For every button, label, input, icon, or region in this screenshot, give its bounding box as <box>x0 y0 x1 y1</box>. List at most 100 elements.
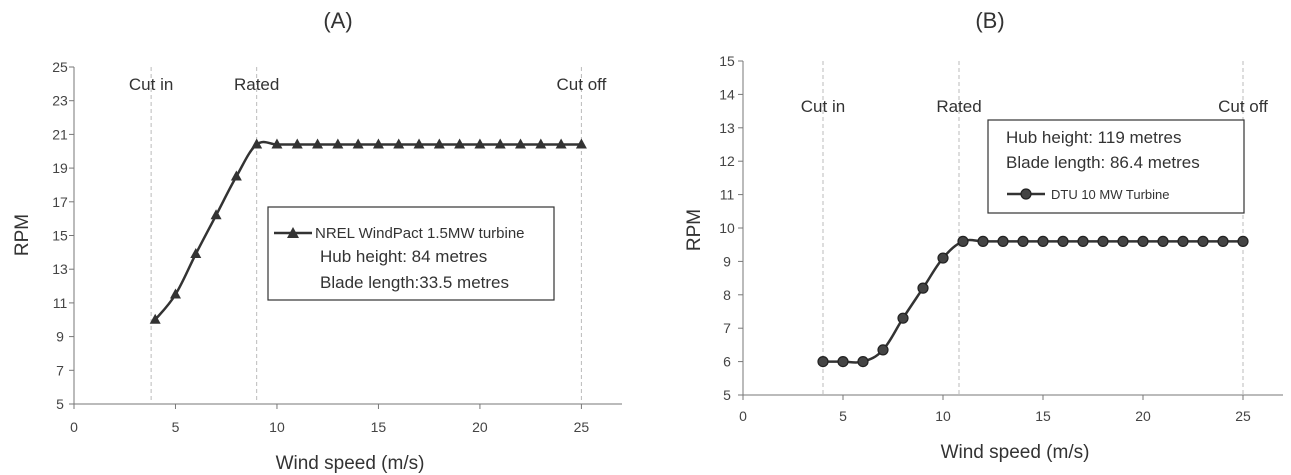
panel-a-point-0 <box>149 313 161 324</box>
panel-a-xtick-label: 20 <box>472 419 488 435</box>
panel-b-ytick-label: 9 <box>723 253 731 269</box>
panel-b-point-11 <box>1037 235 1049 247</box>
panel-b-ytick-label: 12 <box>719 153 735 169</box>
panel-b-vlines: Cut in Rated Cut off <box>801 61 1268 395</box>
panel-a-ytick-label: 21 <box>52 126 68 142</box>
panel-a-point-3 <box>210 209 222 220</box>
panel-a-series <box>149 138 587 324</box>
panel-b-legend-box <box>987 119 1245 214</box>
panel-a-xtick-label: 25 <box>574 419 590 435</box>
panel-a-point-13 <box>413 138 425 149</box>
panel-a-point-12 <box>393 138 405 149</box>
panel-a-legend-note-blade: Blade length:33.5 metres <box>320 273 509 292</box>
panel-a-point-20 <box>555 138 567 149</box>
panel-a-ytick-label: 19 <box>52 160 68 176</box>
panel-b-point-14 <box>1097 235 1109 247</box>
panel-a-point-5 <box>251 138 263 149</box>
panel-a-vline-label-0: Cut in <box>129 75 173 94</box>
panel-b-point-12 <box>1057 235 1069 247</box>
panel-a-legend-triangle-icon <box>287 227 299 238</box>
panel-b-point-15 <box>1117 235 1129 247</box>
panel-b-point-6 <box>937 252 949 264</box>
panel-a-xtick-label: 15 <box>371 419 387 435</box>
panel-a-point-9 <box>332 138 344 149</box>
panel-a-ytick-label: 23 <box>52 93 68 109</box>
panel-b-ytick-label: 6 <box>723 354 731 370</box>
panel-b-legend-note-blade: Blade length: 86.4 metres <box>1006 153 1200 172</box>
panel-a-xtick-label: 0 <box>70 419 78 435</box>
panel-b-point-13 <box>1077 235 1089 247</box>
panel-a-point-2 <box>190 248 202 259</box>
panel-b-title: (B) <box>975 8 1004 33</box>
panel-a-legend-note-hub: Hub height: 84 metres <box>320 247 487 266</box>
chart-panel-b: (B) Cut in Rated Cut off 5 6 7 8 9 10 11 12 13 14 15… <box>684 8 1283 463</box>
panel-a-point-6 <box>271 138 283 149</box>
panel-b-point-4 <box>897 312 909 324</box>
panel-b-series <box>817 235 1249 368</box>
panel-b-legend-series-label: DTU 10 MW Turbine <box>1051 187 1169 202</box>
panel-b-xtick-label: 5 <box>839 408 847 424</box>
panel-a-ytick-label: 5 <box>56 396 64 412</box>
panel-b-ytick-label: 15 <box>719 53 735 69</box>
panel-a-legend-box <box>267 206 555 301</box>
panel-a-point-17 <box>494 138 506 149</box>
panel-a-ytick-label: 25 <box>52 59 68 75</box>
panel-a-vline-label-2: Cut off <box>557 75 607 94</box>
panel-b-series-line <box>823 238 1243 364</box>
panel-a-point-1 <box>169 288 181 299</box>
panel-a-legend: NREL WindPact 1.5MW turbine Hub height: … <box>267 206 555 301</box>
panel-b-point-3 <box>877 344 889 356</box>
panel-a-ytick-label: 17 <box>52 194 68 210</box>
panel-b-xtick-label: 10 <box>935 408 951 424</box>
panel-a-ytick-label: 9 <box>56 329 64 345</box>
panel-a-point-19 <box>535 138 547 149</box>
panel-b-ytick-label: 10 <box>719 220 735 236</box>
panel-a-ytick-label: 15 <box>52 228 68 244</box>
panel-b-legend-note-hub: Hub height: 119 metres <box>1006 128 1181 147</box>
panel-b-point-8 <box>977 235 989 247</box>
panel-a-point-14 <box>433 138 445 149</box>
panel-a-point-7 <box>291 138 303 149</box>
panel-b-ytick-label: 11 <box>720 187 735 203</box>
panel-b-xtick-label: 20 <box>1135 408 1151 424</box>
panel-b-point-1 <box>837 356 849 368</box>
panel-b-ytick-label: 8 <box>723 287 731 303</box>
panel-b-point-21 <box>1237 235 1249 247</box>
panel-b-vline-label-0: Cut in <box>801 97 845 116</box>
panel-b-point-5 <box>917 282 929 294</box>
panel-a-point-16 <box>474 138 486 149</box>
panel-b-point-19 <box>1197 235 1209 247</box>
panel-a-ytick-label: 13 <box>52 261 68 277</box>
panel-a-title: (A) <box>323 8 352 33</box>
panel-a-xtick-label: 10 <box>269 419 285 435</box>
panel-a-point-21 <box>575 138 587 149</box>
panel-b-vline-label-1: Rated <box>936 97 981 116</box>
panel-b-xtick-label: 0 <box>739 408 747 424</box>
panel-a-point-15 <box>454 138 466 149</box>
panel-b-point-16 <box>1137 235 1149 247</box>
panel-a-point-18 <box>515 138 527 149</box>
panel-a-ylabel: RPM <box>12 214 33 256</box>
panel-b-point-10 <box>1017 235 1029 247</box>
panel-b-ytick-label: 7 <box>723 320 731 336</box>
panel-b-ytick-label: 13 <box>719 120 735 136</box>
panel-a-series-line <box>154 140 582 321</box>
chart-panel-a: (A) Cut in Rated Cut off 5 7 9 11 13 15 17 19 21 23… <box>12 8 622 474</box>
panel-b-point-7 <box>957 235 969 247</box>
panel-b-point-18 <box>1177 235 1189 247</box>
panel-b-xtick-label: 15 <box>1035 408 1051 424</box>
panel-b-xtick-label: 25 <box>1235 408 1251 424</box>
panel-a-point-8 <box>312 138 324 149</box>
panel-a-vline-label-1: Rated <box>234 75 279 94</box>
panel-a-ytick-label: 7 <box>56 362 64 378</box>
panel-b-legend-circle-icon <box>1020 188 1032 200</box>
panel-b-ylabel: RPM <box>684 209 705 251</box>
panel-b-xlabel: Wind speed (m/s) <box>941 442 1090 463</box>
panel-b-point-17 <box>1157 235 1169 247</box>
panel-b-ytick-label: 5 <box>723 387 731 403</box>
panel-a-point-10 <box>352 138 364 149</box>
panel-a-point-11 <box>372 138 384 149</box>
